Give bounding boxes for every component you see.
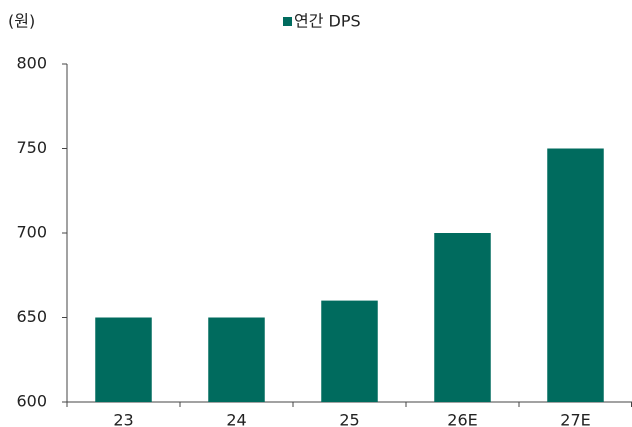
x-tick-label: 25	[339, 411, 359, 427]
y-tick-label: 750	[16, 138, 47, 157]
x-tick-label: 27E	[560, 411, 590, 427]
unit-label: (원)	[8, 12, 35, 31]
y-tick-label: 650	[16, 307, 47, 326]
bar	[434, 233, 491, 402]
y-tick-label: 700	[16, 223, 47, 242]
y-tick-label: 800	[16, 54, 47, 73]
bar	[321, 300, 378, 402]
bar	[547, 148, 604, 402]
legend-label: 연간 DPS	[294, 12, 361, 31]
bar	[95, 317, 152, 402]
x-tick-label: 26E	[447, 411, 477, 427]
x-tick-label: 23	[113, 411, 133, 427]
x-tick-label: 24	[226, 411, 246, 427]
legend-swatch	[283, 17, 292, 26]
bar	[208, 317, 265, 402]
y-tick-label: 600	[16, 392, 47, 411]
